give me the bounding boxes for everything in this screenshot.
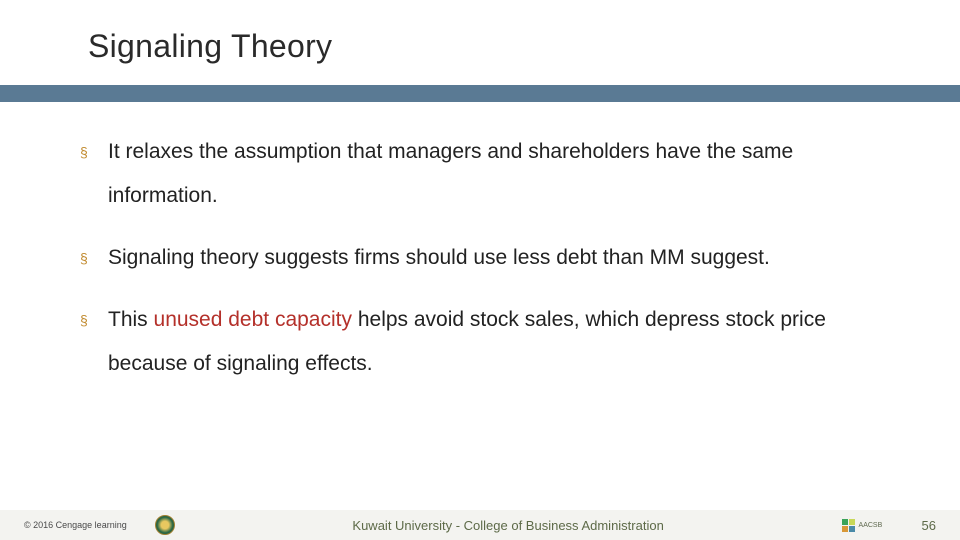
slide-title: Signaling Theory bbox=[88, 28, 960, 65]
page-number: 56 bbox=[922, 518, 936, 533]
bullet-prefix: This bbox=[108, 308, 154, 331]
title-block: Signaling Theory bbox=[0, 0, 960, 65]
aacsb-logo-icon: AACSB bbox=[842, 518, 884, 532]
footer-right: AACSB 56 bbox=[842, 518, 936, 533]
bullet-emphasis: unused debt capacity bbox=[154, 308, 352, 331]
logo-squares-icon bbox=[842, 519, 855, 532]
bullet-text: This unused debt capacity helps avoid st… bbox=[108, 298, 900, 386]
university-seal-icon bbox=[155, 515, 175, 535]
footer-center-text: Kuwait University - College of Business … bbox=[175, 518, 842, 533]
bullet-item: § It relaxes the assumption that manager… bbox=[80, 130, 900, 218]
footer: © 2016 Cengage learning Kuwait Universit… bbox=[0, 510, 960, 540]
title-underline-bar bbox=[0, 85, 960, 102]
logo-text: AACSB bbox=[857, 522, 883, 529]
bullet-marker-icon: § bbox=[80, 236, 108, 273]
bullet-item: § This unused debt capacity helps avoid … bbox=[80, 298, 900, 386]
bullet-marker-icon: § bbox=[80, 130, 108, 167]
slide: Signaling Theory § It relaxes the assump… bbox=[0, 0, 960, 540]
bullet-text: Signaling theory suggests firms should u… bbox=[108, 236, 900, 280]
bullet-text: It relaxes the assumption that managers … bbox=[108, 130, 900, 218]
content-area: § It relaxes the assumption that manager… bbox=[80, 130, 900, 404]
bullet-item: § Signaling theory suggests firms should… bbox=[80, 236, 900, 280]
footer-left: © 2016 Cengage learning bbox=[24, 515, 175, 535]
copyright-text: © 2016 Cengage learning bbox=[24, 520, 127, 530]
bullet-marker-icon: § bbox=[80, 298, 108, 335]
